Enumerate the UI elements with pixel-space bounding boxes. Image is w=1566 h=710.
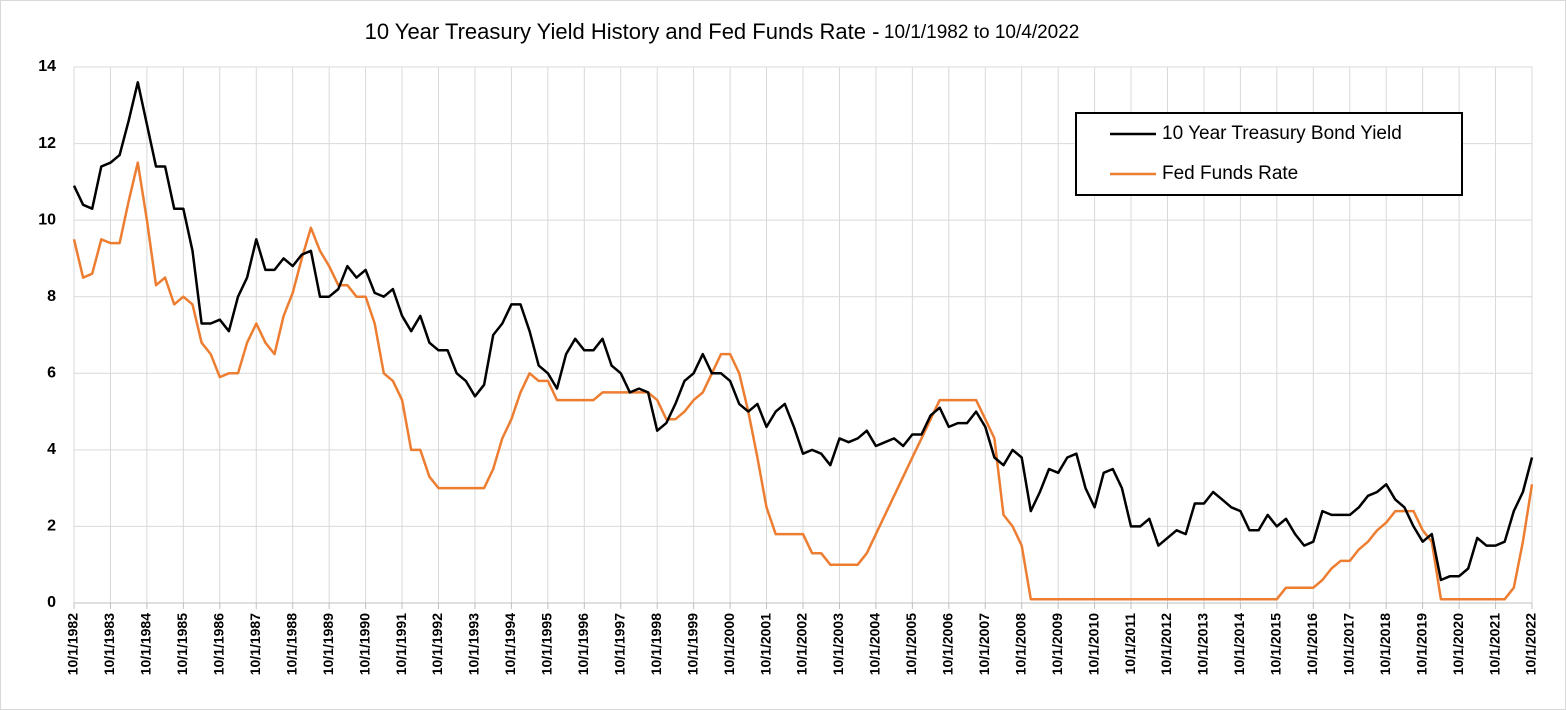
- x-tick-label: 10/1/1996: [575, 613, 591, 675]
- x-tick-label: 10/1/2009: [1049, 613, 1065, 675]
- x-tick-label: 10/1/1990: [356, 613, 372, 675]
- x-tick-label: 10/1/2021: [1486, 613, 1502, 675]
- x-tick-label: 10/1/1988: [283, 613, 299, 675]
- x-tick-label: 10/1/2020: [1450, 613, 1466, 675]
- x-tick-label: 10/1/1999: [684, 613, 700, 675]
- x-tick-label: 10/1/2012: [1158, 613, 1174, 675]
- legend-label: 10 Year Treasury Bond Yield: [1162, 123, 1402, 144]
- y-tick-label: 4: [47, 441, 56, 458]
- x-tick-label: 10/1/2018: [1377, 613, 1393, 675]
- x-tick-label: 10/1/1982: [65, 613, 81, 675]
- x-tick-label: 10/1/2004: [867, 613, 883, 675]
- subtitle: 10/1/1982 to 10/4/2022: [884, 22, 1079, 43]
- x-tick-label: 10/1/1986: [211, 613, 227, 675]
- x-tick-label: 10/1/2010: [1085, 613, 1101, 675]
- y-tick-label: 14: [38, 58, 56, 75]
- x-tick-label: 10/1/2015: [1268, 613, 1284, 675]
- x-tick-label: 10/1/1987: [247, 613, 263, 675]
- x-tick-label: 10/1/2013: [1195, 613, 1211, 675]
- x-tick-label: 10/1/2011: [1122, 613, 1138, 675]
- x-tick-label: 10/1/1983: [101, 613, 117, 675]
- y-tick-label: 8: [47, 288, 56, 305]
- x-tick-label: 10/1/1997: [611, 613, 627, 675]
- x-tick-label: 10/1/2017: [1340, 613, 1356, 675]
- x-tick-label: 10/1/2014: [1231, 613, 1247, 675]
- x-tick-label: 10/1/1991: [393, 613, 409, 675]
- lines: [72, 81, 1534, 601]
- x-tick-label: 10/1/1989: [320, 613, 336, 675]
- series-line: [72, 161, 1534, 601]
- x-tick-label: 10/1/1993: [466, 613, 482, 675]
- x-tick-label: 10/1/1992: [429, 613, 445, 675]
- legend-box: [1075, 112, 1463, 196]
- x-tick-label: 10/1/2022: [1523, 613, 1539, 675]
- series-line: [72, 81, 1534, 582]
- x-tick-label: 10/1/1994: [502, 613, 518, 675]
- x-tick-label: 10/1/2007: [976, 613, 992, 675]
- y-tick-label: 10: [38, 211, 56, 228]
- y-tick-label: 6: [47, 365, 56, 382]
- y-tick-label: 0: [47, 594, 56, 611]
- x-tick-label: 10/1/2003: [830, 613, 846, 675]
- x-tick-label: 10/1/2005: [903, 613, 919, 675]
- x-tick-label: 10/1/2001: [757, 613, 773, 675]
- chart-title: 10 Year Treasury Yield History and Fed F…: [365, 19, 1080, 44]
- x-tick-label: 10/1/2019: [1413, 613, 1429, 675]
- x-tick-label: 10/1/1998: [648, 613, 664, 675]
- grid: 0 2 4 6 8 10 12 14 10/1/1982 10/1/1983 10/1/1984 10…: [38, 58, 1539, 675]
- legend-label: Fed Funds Rate: [1162, 163, 1298, 184]
- y-tick-label: 2: [47, 518, 56, 535]
- title: 10 Year Treasury Yield History and Fed F…: [365, 19, 880, 44]
- x-tick-label: 10/1/1984: [138, 613, 154, 675]
- x-tick-label: 10/1/2002: [794, 613, 810, 675]
- x-tick-label: 10/1/2000: [721, 613, 737, 675]
- x-tick-label: 10/1/2016: [1304, 613, 1320, 675]
- x-tick-label: 10/1/1985: [174, 613, 190, 675]
- y-tick-label: 12: [38, 135, 56, 152]
- legend: 10 Year Treasury Bond Yield Fed Funds Rat…: [1075, 112, 1463, 196]
- x-tick-label: 10/1/2008: [1012, 613, 1028, 675]
- x-tick-label: 10/1/2006: [940, 613, 956, 675]
- x-tick-label: 10/1/1995: [539, 613, 555, 675]
